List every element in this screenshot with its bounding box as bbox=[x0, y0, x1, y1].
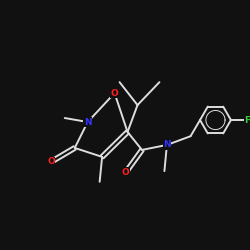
Text: N: N bbox=[84, 118, 92, 126]
Text: O: O bbox=[47, 157, 55, 166]
Text: O: O bbox=[122, 168, 130, 177]
Text: F: F bbox=[244, 116, 250, 124]
Text: O: O bbox=[111, 88, 118, 98]
Text: N: N bbox=[163, 140, 171, 149]
